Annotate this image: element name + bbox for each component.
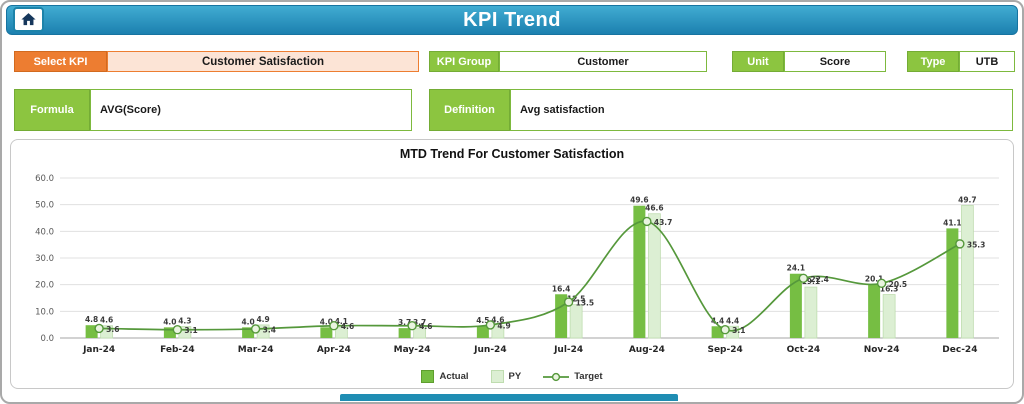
svg-text:49.6: 49.6: [630, 196, 649, 205]
svg-text:12.5: 12.5: [567, 295, 586, 304]
definition-value: Avg satisfaction: [510, 89, 1013, 131]
svg-text:May-24: May-24: [394, 345, 431, 355]
legend-item-target: Target: [543, 371, 603, 382]
svg-text:3.1: 3.1: [732, 326, 745, 335]
svg-text:Oct-24: Oct-24: [787, 345, 821, 355]
svg-text:30.0: 30.0: [35, 254, 54, 264]
chart-title: MTD Trend For Customer Satisfaction: [399, 147, 625, 161]
svg-text:16.3: 16.3: [880, 285, 899, 294]
chart-legend: Actual PY Target: [11, 370, 1013, 383]
actual-swatch-icon: [421, 370, 435, 383]
svg-text:Aug-24: Aug-24: [629, 345, 665, 355]
svg-text:4.3: 4.3: [178, 317, 191, 326]
svg-text:0.0: 0.0: [40, 334, 54, 344]
svg-text:3.7: 3.7: [413, 318, 426, 327]
footer-strip: [340, 394, 678, 401]
kpi-group-value: Customer: [499, 51, 707, 72]
svg-text:Nov-24: Nov-24: [864, 345, 900, 355]
svg-text:Sep-24: Sep-24: [707, 345, 742, 355]
svg-text:Mar-24: Mar-24: [238, 345, 274, 355]
svg-text:3.4: 3.4: [263, 325, 276, 334]
svg-text:Dec-24: Dec-24: [942, 345, 977, 355]
svg-text:50.0: 50.0: [35, 201, 54, 211]
svg-text:3.1: 3.1: [184, 326, 197, 335]
legend-label-py: PY: [508, 371, 522, 382]
svg-text:43.7: 43.7: [654, 218, 673, 227]
svg-text:4.0: 4.0: [320, 317, 333, 326]
kpi-group-label: KPI Group: [429, 51, 499, 72]
legend-label-target: Target: [574, 371, 603, 382]
chart-panel: MTD Trend For Customer Satisfaction 0.0 1…: [10, 139, 1014, 389]
svg-text:46.6: 46.6: [645, 204, 664, 213]
svg-text:20.5: 20.5: [889, 280, 908, 289]
svg-text:Jan-24: Jan-24: [82, 345, 115, 355]
svg-text:41.1: 41.1: [943, 218, 962, 227]
select-kpi-value[interactable]: Customer Satisfaction: [107, 51, 419, 72]
svg-text:4.0: 4.0: [241, 317, 254, 326]
svg-text:22.4: 22.4: [810, 275, 829, 284]
svg-text:4.6: 4.6: [341, 322, 354, 331]
type-value: UTB: [959, 51, 1015, 72]
svg-text:3.6: 3.6: [106, 325, 119, 334]
svg-text:16.4: 16.4: [552, 284, 571, 293]
svg-text:40.0: 40.0: [35, 227, 54, 237]
svg-text:4.9: 4.9: [497, 321, 510, 330]
legend-item-actual: Actual: [421, 370, 469, 383]
svg-text:13.5: 13.5: [576, 299, 595, 308]
svg-text:60.0: 60.0: [35, 174, 54, 184]
svg-text:4.1: 4.1: [335, 317, 348, 326]
py-swatch-icon: [490, 370, 504, 383]
header-bar: KPI Trend: [6, 5, 1018, 35]
svg-text:35.3: 35.3: [967, 240, 986, 249]
legend-item-py: PY: [490, 370, 522, 383]
svg-text:4.5: 4.5: [476, 316, 489, 325]
definition-label: Definition: [429, 89, 510, 131]
home-icon: [21, 13, 36, 26]
svg-text:4.4: 4.4: [711, 316, 724, 325]
svg-text:4.0: 4.0: [163, 317, 176, 326]
svg-text:4.6: 4.6: [100, 316, 113, 325]
svg-text:4.4: 4.4: [726, 316, 739, 325]
svg-text:Apr-24: Apr-24: [317, 345, 351, 355]
unit-label: Unit: [732, 51, 784, 72]
legend-label-actual: Actual: [439, 371, 469, 382]
svg-text:4.6: 4.6: [491, 316, 504, 325]
svg-text:20.0: 20.0: [35, 281, 54, 291]
svg-text:4.9: 4.9: [256, 315, 269, 324]
svg-text:49.7: 49.7: [958, 195, 977, 204]
formula-label: Formula: [14, 89, 90, 131]
svg-text:10.0: 10.0: [35, 307, 54, 317]
select-kpi-label: Select KPI: [14, 51, 107, 72]
svg-text:24.1: 24.1: [787, 264, 806, 273]
formula-value: AVG(Score): [90, 89, 412, 131]
kpi-chart-svg: 0.0 10.0 20.0 30.0 40.0 50.0 60.0 4.8 4.0 4.0 4.0 3…: [35, 174, 999, 355]
unit-value: Score: [784, 51, 886, 72]
svg-text:4.8: 4.8: [85, 315, 98, 324]
svg-text:Jul-24: Jul-24: [553, 345, 583, 355]
svg-text:Feb-24: Feb-24: [160, 345, 195, 355]
svg-text:19.1: 19.1: [802, 277, 821, 286]
svg-text:3.7: 3.7: [398, 318, 411, 327]
page-title: KPI Trend: [463, 8, 561, 31]
svg-text:4.6: 4.6: [419, 322, 432, 331]
svg-text:Jun-24: Jun-24: [473, 345, 506, 355]
target-line-marker-icon: [543, 372, 570, 381]
svg-text:20.1: 20.1: [865, 274, 884, 283]
type-label: Type: [907, 51, 959, 72]
home-button[interactable]: [13, 7, 44, 32]
